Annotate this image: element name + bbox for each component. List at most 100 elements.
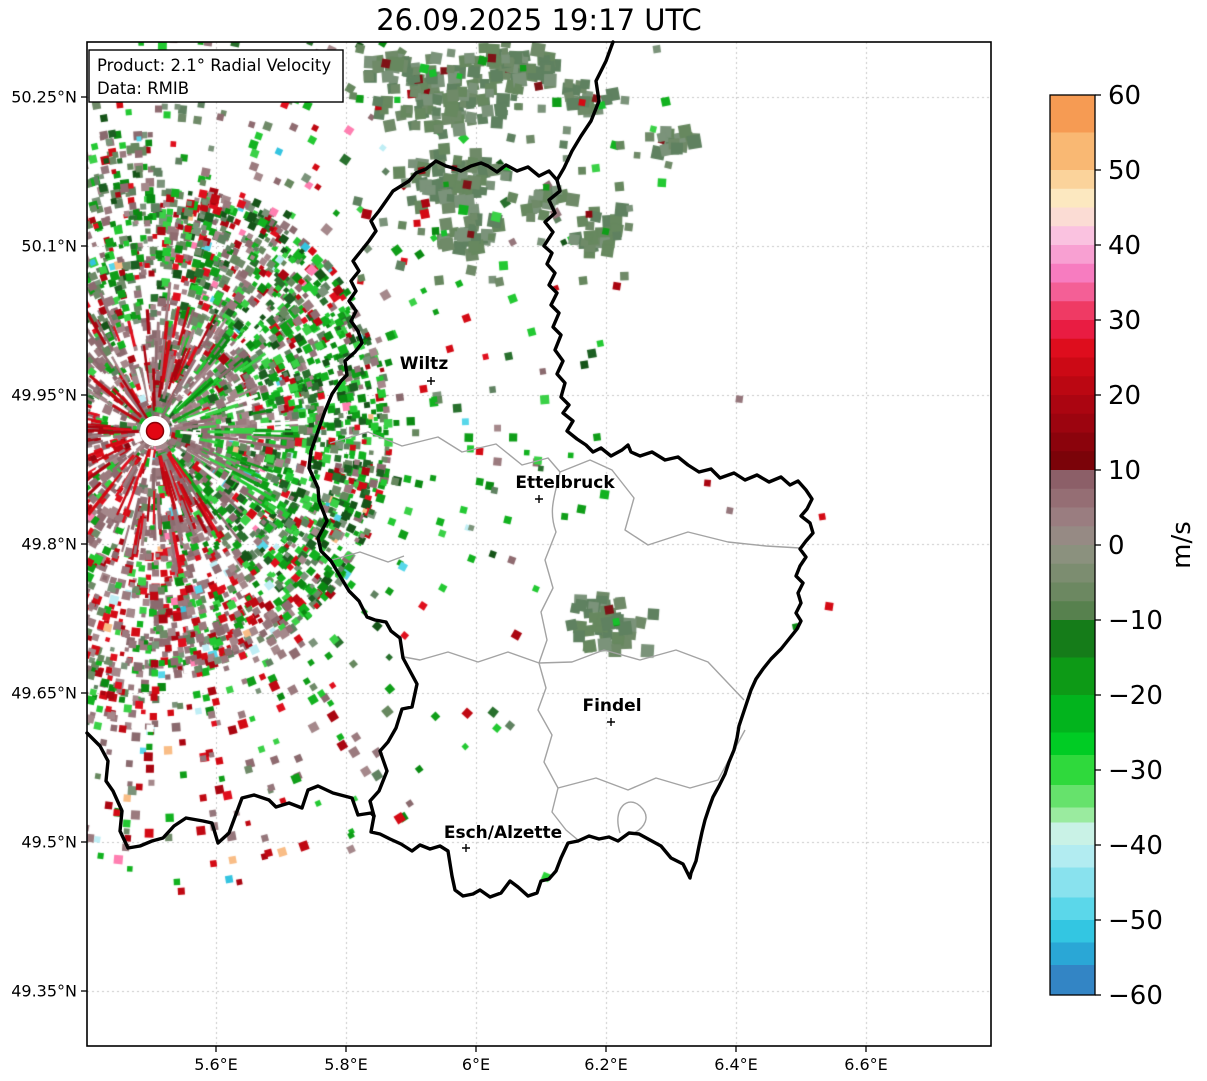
colorbar-tick-label: −10 — [1108, 606, 1163, 636]
x-tick-label: 6.4°E — [714, 1055, 758, 1074]
colorbar-tick-label: 60 — [1108, 81, 1141, 111]
x-tick-label: 6.6°E — [844, 1055, 888, 1074]
y-tick-label: 49.8°N — [21, 535, 77, 554]
district-border-line — [538, 649, 745, 701]
colorbar-band — [1050, 301, 1095, 321]
y-tick-label: 49.65°N — [11, 684, 77, 703]
colorbar-unit-label: m/s — [1167, 521, 1197, 569]
colorbar-band — [1050, 320, 1095, 340]
city-label: Ettelbruck — [515, 473, 615, 493]
colorbar-band — [1050, 807, 1095, 823]
colorbar-tick-label: 50 — [1108, 156, 1141, 186]
colorbar-tick-label: 30 — [1108, 306, 1141, 336]
radar-site-marker — [140, 416, 170, 446]
district-borders — [329, 431, 801, 841]
belgium-france-border — [85, 731, 376, 850]
plot-title: 26.09.2025 19:17 UTC — [376, 3, 702, 37]
colorbar-band — [1050, 601, 1095, 621]
colorbar-tick-label: −40 — [1108, 831, 1163, 861]
district-border-line — [617, 801, 647, 834]
colorbar-tick-label: 0 — [1108, 531, 1125, 561]
country-borders — [85, 40, 815, 899]
colorbar-band — [1050, 822, 1095, 846]
colorbar-tick-label: −60 — [1108, 981, 1163, 1011]
y-axis-ticks: 50.25°N 50.1°N 49.95°N 49.8°N 49.65°N 49.5°N 4… — [11, 88, 87, 1001]
district-border-line — [331, 551, 405, 563]
colorbar-band — [1050, 545, 1095, 565]
radar-dot-icon — [145, 421, 165, 441]
colorbar-band — [1050, 695, 1095, 733]
colorbar-band — [1050, 732, 1095, 756]
colorbar-band — [1050, 226, 1095, 246]
district-border-line — [538, 471, 561, 664]
x-tick-label: 6°E — [462, 1055, 490, 1074]
x-axis-ticks: 5.6°E 5.8°E 6°E 6.2°E 6.4°E 6.6°E — [194, 1046, 888, 1074]
colorbar-band — [1050, 170, 1095, 190]
colorbar-band — [1050, 451, 1095, 471]
info-product-label: Product: 2.1° Radial Velocity — [97, 56, 331, 75]
city-marker-icon — [607, 718, 615, 726]
info-data-label: Data: RMIB — [97, 79, 189, 98]
district-border-line — [329, 431, 561, 473]
colorbar-band — [1050, 657, 1095, 696]
colorbar-band — [1050, 338, 1095, 358]
city-marker-icon — [427, 377, 435, 385]
colorbar-tick-label: 40 — [1108, 231, 1141, 261]
colorbar-band — [1050, 526, 1095, 546]
colorbar-band — [1050, 845, 1095, 868]
colorbar-band — [1050, 582, 1095, 602]
y-tick-label: 50.1°N — [21, 237, 77, 256]
x-tick-label: 6.2°E — [584, 1055, 628, 1074]
colorbar-band — [1050, 395, 1095, 415]
district-border-line — [403, 651, 540, 664]
city-labels: Wiltz Ettelbruck Findel Esch/Alzette — [400, 354, 642, 852]
luxembourg-border — [307, 159, 815, 899]
colorbar-band — [1050, 785, 1095, 808]
y-tick-label: 50.25°N — [11, 88, 77, 107]
colorbar-band — [1050, 282, 1095, 302]
colorbar-band — [1050, 867, 1095, 898]
city-ettelbruck: Ettelbruck — [515, 473, 615, 503]
colorbar-tick-label: −50 — [1108, 906, 1163, 936]
colorbar-band — [1050, 620, 1095, 658]
city-marker-icon — [462, 844, 470, 852]
colorbar-band — [1050, 488, 1095, 508]
district-border-line — [557, 729, 746, 791]
district-border-line — [559, 459, 801, 549]
colorbar: 60 50 40 30 20 10 0 −10 −20 −30 −40 −50 −60 m/s — [1049, 81, 1197, 1011]
colorbar-band — [1050, 507, 1095, 527]
city-esch-alzette: Esch/Alzette — [444, 823, 562, 852]
colorbar-band — [1050, 245, 1095, 265]
colorbar-band — [1050, 413, 1095, 433]
colorbar-band — [1050, 563, 1095, 583]
city-findel: Findel — [582, 696, 642, 726]
city-label: Esch/Alzette — [444, 823, 562, 843]
colorbar-band — [1050, 942, 1095, 966]
y-tick-label: 49.35°N — [11, 982, 77, 1001]
city-wiltz: Wiltz — [400, 354, 449, 385]
belgium-germany-border — [555, 40, 615, 182]
colorbar-tick-label: 10 — [1108, 456, 1141, 486]
x-tick-label: 5.6°E — [194, 1055, 238, 1074]
x-tick-label: 5.8°E — [324, 1055, 368, 1074]
colorbar-band — [1050, 920, 1095, 943]
city-label: Findel — [582, 696, 641, 716]
colorbar-band — [1050, 897, 1095, 921]
y-tick-label: 49.5°N — [21, 833, 77, 852]
colorbar-band — [1050, 132, 1095, 171]
colorbar-band — [1050, 95, 1095, 133]
colorbar-band — [1050, 357, 1095, 377]
colorbar-band — [1050, 188, 1095, 208]
colorbar-band — [1050, 965, 1095, 996]
colorbar-band — [1050, 755, 1095, 786]
colorbar-tick-label: 20 — [1108, 381, 1141, 411]
city-label: Wiltz — [400, 354, 449, 374]
y-tick-label: 49.95°N — [11, 386, 77, 405]
colorbar-band — [1050, 263, 1095, 283]
colorbar-tick-label: −20 — [1108, 681, 1163, 711]
colorbar-band — [1050, 207, 1095, 227]
city-marker-icon — [535, 495, 543, 503]
